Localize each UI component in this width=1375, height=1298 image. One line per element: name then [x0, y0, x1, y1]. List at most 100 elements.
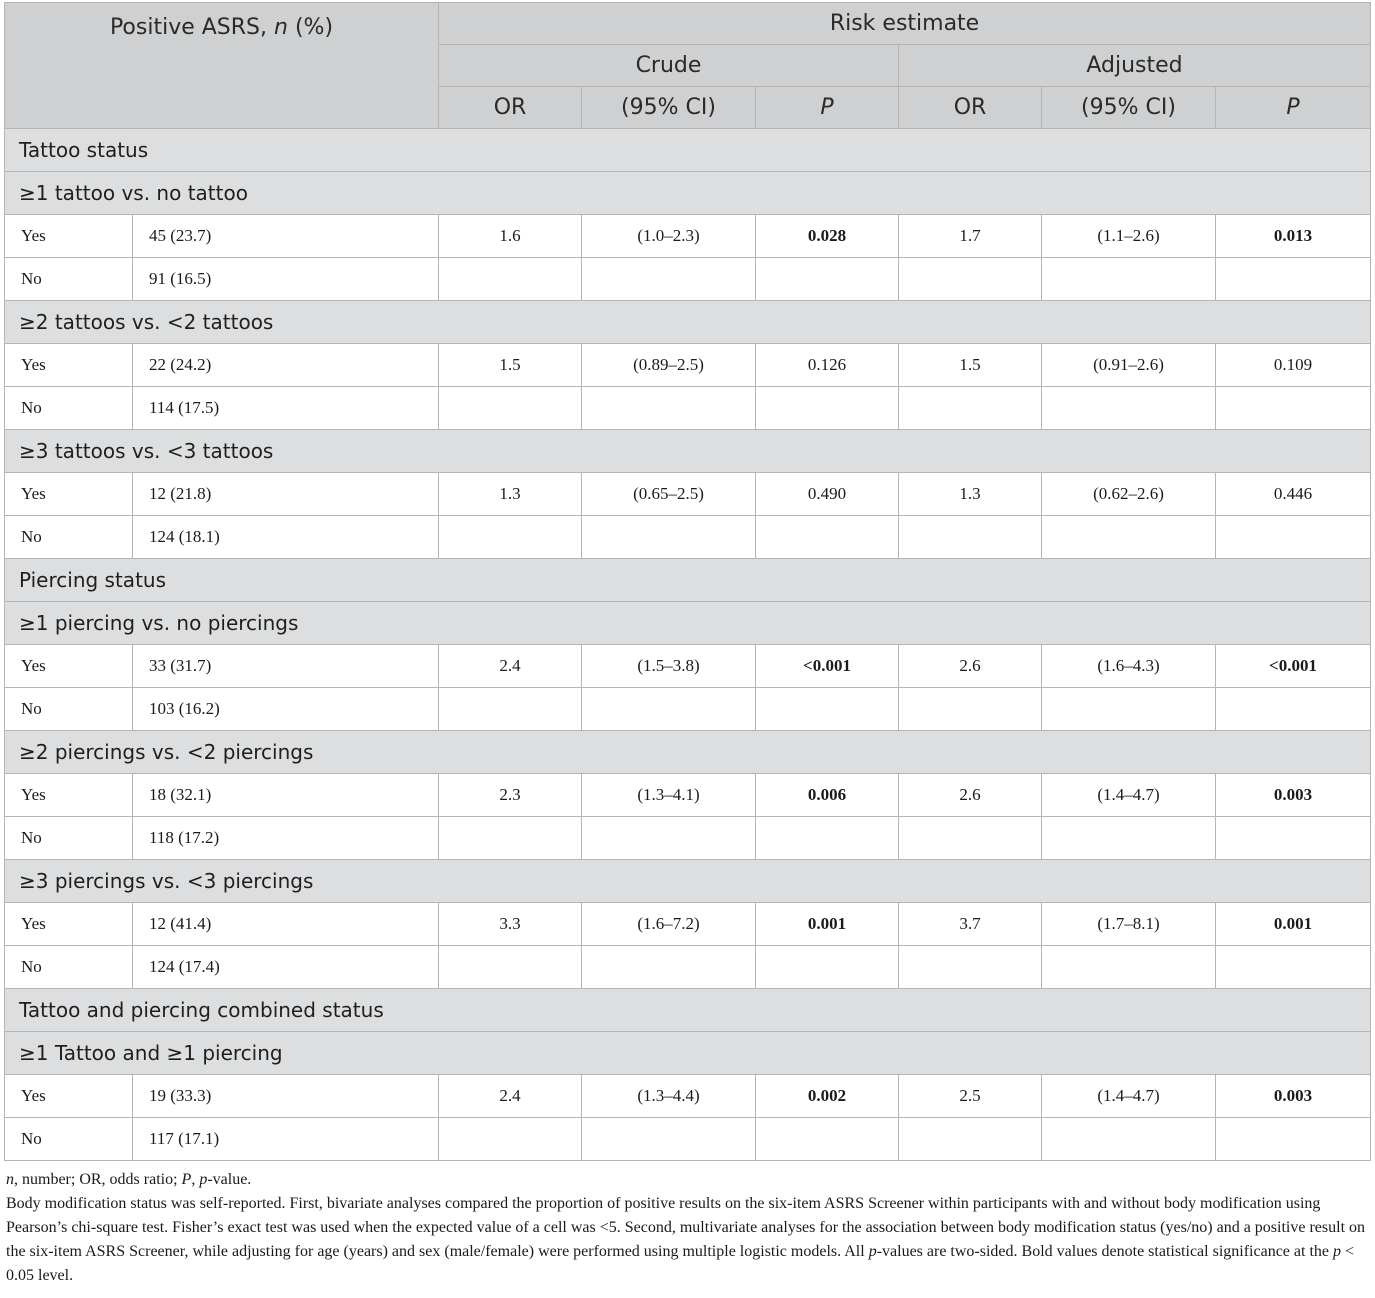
positive-asrs-value: 12 (21.8) [132, 472, 439, 516]
adjusted-ci: (1.6–4.3) [1041, 644, 1216, 688]
adjusted-p: 0.001 [1214, 902, 1372, 946]
crude-or: 2.4 [438, 1074, 582, 1118]
positive-asrs-value: 114 (17.5) [132, 386, 439, 430]
crude-p: 0.490 [755, 472, 899, 516]
row-label: No [4, 257, 133, 301]
positive-asrs-value: 124 (17.4) [132, 945, 439, 989]
positive-asrs-value: 91 (16.5) [132, 257, 439, 301]
crude-or: 2.4 [438, 644, 582, 688]
row-label: No [4, 945, 133, 989]
adjusted-p: 0.003 [1214, 773, 1372, 817]
header-adjusted: Adjusted [897, 44, 1372, 87]
adjusted-ci: (0.62–2.6) [1041, 472, 1216, 516]
adjusted-or: 1.3 [898, 472, 1042, 516]
crude-or: 1.5 [438, 343, 582, 387]
row-label: Yes [4, 773, 133, 817]
table-row: Yes 12 (21.8) 1.3 (0.65–2.5) 0.490 1.3 (… [4, 472, 1372, 516]
table-row: Yes 22 (24.2) 1.5 (0.89–2.5) 0.126 1.5 (… [4, 343, 1372, 387]
table-row: Yes 33 (31.7) 2.4 (1.5–3.8) <0.001 2.6 (… [4, 644, 1372, 688]
crude-or: 3.3 [438, 902, 582, 946]
positive-asrs-value: 22 (24.2) [132, 343, 439, 387]
row-label: No [4, 687, 133, 731]
adjusted-p: <0.001 [1214, 644, 1372, 688]
header-adjusted-or: OR [898, 86, 1042, 129]
crude-ci: (0.89–2.5) [581, 343, 756, 387]
adjusted-or: 1.7 [898, 214, 1042, 258]
crude-p: <0.001 [755, 644, 899, 688]
section-title: ≥3 tattoos vs. <3 tattoos [3, 429, 1372, 473]
row-label: Yes [4, 644, 133, 688]
header-crude-or: OR [438, 86, 582, 129]
positive-asrs-value: 18 (32.1) [132, 773, 439, 817]
crude-or: 1.6 [438, 214, 582, 258]
positive-asrs-value: 19 (33.3) [132, 1074, 439, 1118]
row-label: Yes [4, 902, 133, 946]
crude-or: 2.3 [438, 773, 582, 817]
crude-p: 0.002 [755, 1074, 899, 1118]
adjusted-p: 0.109 [1214, 343, 1372, 387]
row-label: No [4, 386, 133, 430]
crude-p: 0.006 [755, 773, 899, 817]
table-row: No 103 (16.2) [4, 687, 1372, 731]
section-title: ≥1 tattoo vs. no tattoo [3, 171, 1372, 215]
header-positive-asrs: Positive ASRS, n (%) [4, 2, 439, 129]
adjusted-or: 1.5 [898, 343, 1042, 387]
header-adjusted-ci: (95% CI) [1041, 86, 1216, 129]
table-row: No 114 (17.5) [4, 386, 1372, 430]
results-table-figure: Positive ASRS, n (%) Risk estimate Crude… [3, 2, 1372, 1288]
adjusted-ci: (1.4–4.7) [1041, 1074, 1216, 1118]
section-title: Piercing status [3, 558, 1372, 602]
row-label: No [4, 515, 133, 559]
header-adjusted-p: P [1214, 86, 1372, 129]
adjusted-p: 0.013 [1214, 214, 1372, 258]
crude-p: 0.126 [755, 343, 899, 387]
positive-asrs-value: 118 (17.2) [132, 816, 439, 860]
adjusted-or: 2.5 [898, 1074, 1042, 1118]
crude-or: 1.3 [438, 472, 582, 516]
crude-ci: (1.3–4.1) [581, 773, 756, 817]
row-label: Yes [4, 343, 133, 387]
crude-ci: (1.5–3.8) [581, 644, 756, 688]
row-label: Yes [4, 472, 133, 516]
table-body: Tattoo status ≥1 tattoo vs. no tattoo Ye… [3, 128, 1372, 1161]
abbreviations-note: n, number; OR, odds ratio; P, p-value. [6, 1171, 252, 1188]
section-title: ≥2 tattoos vs. <2 tattoos [3, 300, 1372, 344]
row-label: Yes [4, 1074, 133, 1118]
table-row: No 124 (17.4) [4, 945, 1372, 989]
table-row: Yes 18 (32.1) 2.3 (1.3–4.1) 0.006 2.6 (1… [4, 773, 1372, 817]
row-label: No [4, 1117, 133, 1161]
table-row: No 91 (16.5) [4, 257, 1372, 301]
table-row: No 118 (17.2) [4, 816, 1372, 860]
section-title: ≥1 Tattoo and ≥1 piercing [3, 1031, 1372, 1075]
header-crude-p: P [755, 86, 899, 129]
crude-ci: (1.6–7.2) [581, 902, 756, 946]
section-title: Tattoo status [3, 128, 1372, 172]
table-row: No 124 (18.1) [4, 515, 1372, 559]
table-row: No 117 (17.1) [4, 1117, 1372, 1161]
crude-ci: (0.65–2.5) [581, 472, 756, 516]
positive-asrs-value: 12 (41.4) [132, 902, 439, 946]
table-row: Yes 19 (33.3) 2.4 (1.3–4.4) 0.002 2.5 (1… [4, 1074, 1372, 1118]
crude-ci: (1.0–2.3) [581, 214, 756, 258]
row-label: No [4, 816, 133, 860]
section-title: ≥1 piercing vs. no piercings [3, 601, 1372, 645]
header-crude: Crude [438, 44, 899, 87]
positive-asrs-value: 117 (17.1) [132, 1117, 439, 1161]
adjusted-ci: (1.4–4.7) [1041, 773, 1216, 817]
section-title: Tattoo and piercing combined status [3, 988, 1372, 1032]
adjusted-ci: (1.1–2.6) [1041, 214, 1216, 258]
adjusted-p: 0.446 [1214, 472, 1372, 516]
adjusted-p: 0.003 [1214, 1074, 1372, 1118]
adjusted-or: 2.6 [898, 773, 1042, 817]
positive-asrs-value: 45 (23.7) [132, 214, 439, 258]
methods-note: Body modification status was self-report… [6, 1195, 1366, 1284]
crude-ci: (1.3–4.4) [581, 1074, 756, 1118]
row-label: Yes [4, 214, 133, 258]
adjusted-ci: (0.91–2.6) [1041, 343, 1216, 387]
header-risk-estimate: Risk estimate [437, 2, 1372, 45]
table-row: Yes 12 (41.4) 3.3 (1.6–7.2) 0.001 3.7 (1… [4, 902, 1372, 946]
results-table: Positive ASRS, n (%) Risk estimate Crude… [3, 2, 1372, 1161]
table-row: Yes 45 (23.7) 1.6 (1.0–2.3) 0.028 1.7 (1… [4, 214, 1372, 258]
crude-p: 0.001 [755, 902, 899, 946]
adjusted-or: 3.7 [898, 902, 1042, 946]
